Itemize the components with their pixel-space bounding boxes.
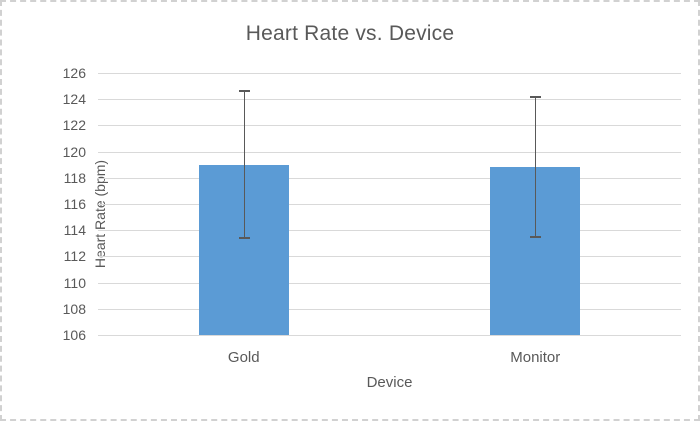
chart-title: Heart Rate vs. Device	[245, 22, 455, 45]
error-bar-cap-bottom	[530, 235, 542, 238]
gridline	[98, 73, 681, 74]
x-axis-title: Device	[366, 374, 413, 391]
error-bar-cap-top	[238, 90, 250, 93]
error-bar-cap-top	[530, 95, 542, 98]
gridline	[98, 335, 681, 336]
y-tick-label: 124	[62, 91, 86, 108]
y-tick-label: 108	[62, 300, 86, 317]
plot-area: Gold Monitor	[98, 73, 681, 366]
gridline	[98, 151, 681, 153]
gridline	[98, 308, 681, 310]
y-tick-label: 112	[63, 248, 86, 265]
gridline	[98, 204, 681, 205]
y-tick-label: 106	[62, 327, 86, 343]
gridline	[98, 99, 681, 101]
y-tick-label: 118	[63, 169, 86, 186]
gridline	[98, 177, 681, 179]
gridline	[98, 125, 681, 127]
category-label-monitor: Monitor	[510, 349, 561, 366]
error-bar-cap-bottom	[238, 237, 250, 240]
error-bar-line	[535, 96, 537, 237]
y-tick-label: 120	[62, 143, 86, 160]
y-tick-label: 114	[63, 222, 86, 239]
error-bar-line	[243, 91, 245, 239]
y-tick-label: 122	[62, 117, 86, 134]
y-tick-label: 116	[63, 196, 86, 212]
gridline	[98, 256, 681, 258]
gridline	[98, 282, 681, 284]
gridline	[98, 230, 681, 232]
y-tick-label: 126	[62, 65, 86, 81]
category-label-gold: Gold	[227, 349, 260, 366]
y-tick-label: 110	[63, 274, 86, 291]
